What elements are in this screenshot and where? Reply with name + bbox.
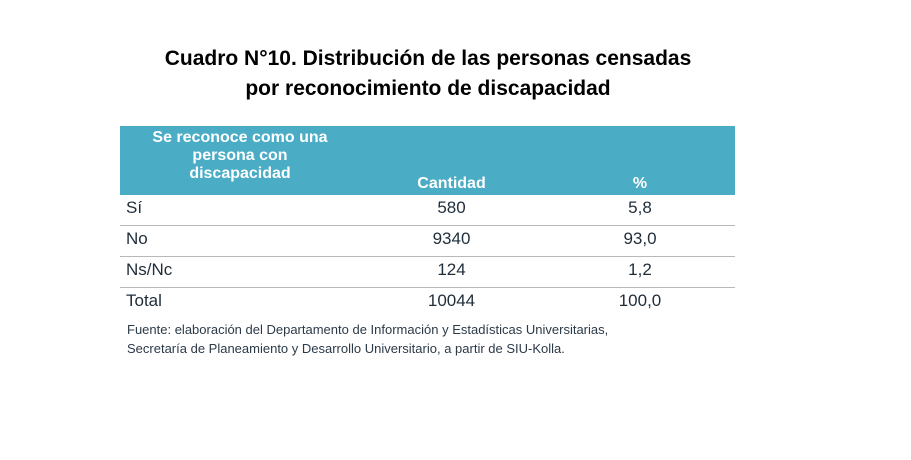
table-row: Sí 580 5,8 xyxy=(120,195,735,226)
table-row-total: Total 10044 100,0 xyxy=(120,288,735,318)
header-recognition-line-3: discapacidad xyxy=(189,165,291,182)
header-recognition-line-2: persona con xyxy=(192,147,288,164)
table-row: Ns/Nc 124 1,2 xyxy=(120,257,735,288)
header-recognition-line-1: Se reconoce como una xyxy=(152,129,328,146)
row-label: Sí xyxy=(126,198,143,217)
table-title-line-1: Cuadro N°10. Distribución de las persona… xyxy=(164,47,692,70)
header-recognition: Se reconoce como una persona con discapa… xyxy=(120,129,360,183)
row-percent: 1,2 xyxy=(628,260,652,279)
row-percent: 5,8 xyxy=(628,198,652,217)
row-percent: 93,0 xyxy=(623,229,657,248)
row-label: Total xyxy=(126,291,162,310)
row-quantity: 9340 xyxy=(432,229,471,248)
row-label: No xyxy=(126,229,148,248)
header-quantity: Cantidad xyxy=(417,175,486,192)
row-quantity: 580 xyxy=(437,198,466,217)
source-note-line-2: Secretaría de Planeamiento y Desarrollo … xyxy=(127,341,565,356)
table-row: No 9340 93,0 xyxy=(120,226,735,257)
row-percent: 100,0 xyxy=(618,291,662,310)
source-note: Fuente: elaboración del Departamento de … xyxy=(127,320,767,358)
data-table: Se reconoce como una persona con discapa… xyxy=(120,126,735,318)
table-header: Se reconoce como una persona con discapa… xyxy=(120,126,735,195)
source-note-line-1: Fuente: elaboración del Departamento de … xyxy=(127,322,609,337)
table-title: Cuadro N°10. Distribución de las persona… xyxy=(0,44,856,104)
row-quantity: 10044 xyxy=(427,291,476,310)
table-title-line-2: por reconocimiento de discapacidad xyxy=(245,77,611,100)
row-quantity: 124 xyxy=(437,260,466,279)
header-percent: % xyxy=(632,175,648,192)
row-label: Ns/Nc xyxy=(126,260,173,279)
